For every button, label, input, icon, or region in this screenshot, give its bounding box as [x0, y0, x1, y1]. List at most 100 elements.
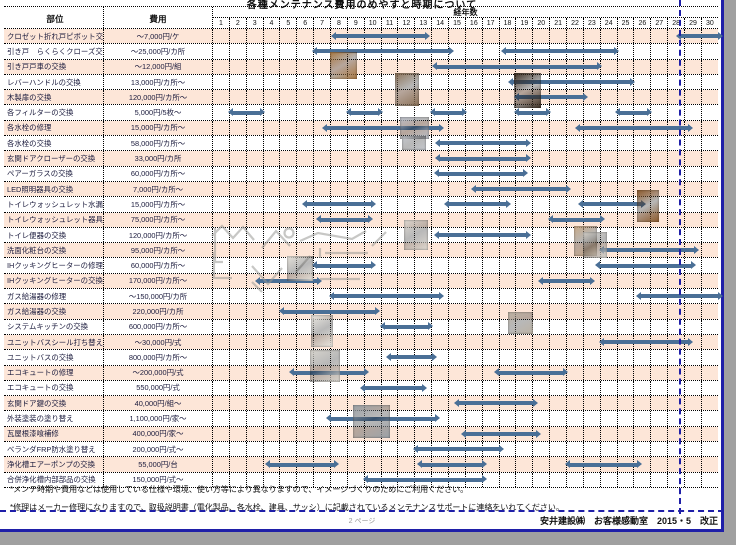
timeline-bar[interactable] — [507, 77, 636, 86]
axis-tick: 14 — [432, 18, 450, 30]
timeline-bar[interactable] — [574, 123, 693, 132]
cell-part-name: 玄関ドア鍵の交換 — [4, 396, 104, 411]
axis-tick: 7 — [314, 18, 332, 30]
cell-cost-value: 55,000円/台 — [104, 457, 213, 472]
timeline-bar[interactable] — [598, 337, 693, 346]
timeline-bar[interactable] — [435, 138, 531, 147]
table-row[interactable]: 瓦屋根漆喰補修 400,000円/家～ — [4, 426, 718, 443]
timeline-bar[interactable] — [312, 47, 454, 56]
table-body: クロゼット折れ戸ピボット交換 ～7,000円/ケ 引き戸 らくらくクローズ交換 ～25… — [4, 29, 724, 488]
timeline-bar[interactable] — [312, 261, 377, 270]
table-row[interactable]: エコキュートの交換 550,000円/式 — [4, 380, 718, 397]
timeline-bar[interactable] — [302, 200, 377, 209]
table-row[interactable]: ペアーガラスの交換 60,000円/カ所～ — [4, 166, 718, 182]
table-row[interactable]: エコキュートの修理 ～200,000円/式 — [4, 365, 718, 381]
table-row[interactable]: 引き戸戸車の交換 ～12,000円/組 — [4, 59, 718, 75]
cell-timeline — [213, 304, 718, 319]
timeline-bar[interactable] — [359, 383, 427, 392]
table-row[interactable]: 浄化槽エアーポンプの交換 55,000円/台 — [4, 457, 718, 473]
timeline-bar[interactable] — [460, 429, 541, 438]
table-row[interactable]: IHクッキングヒーターの交換 170,000円/カ所～ — [4, 273, 718, 290]
cell-part-name: 各水栓の交換 — [4, 136, 104, 151]
timeline-bar[interactable] — [278, 307, 380, 316]
timeline-bar[interactable] — [500, 47, 619, 56]
timeline-bar[interactable] — [433, 169, 528, 178]
table-row[interactable]: トイレウォッシュレット器具の交換75,000円/カ所～ — [4, 212, 718, 228]
timeline-bar[interactable] — [413, 444, 504, 453]
timeline-bar[interactable] — [322, 123, 444, 132]
cell-part-name: クロゼット折れ戸ピボット交換 — [4, 29, 104, 44]
cell-part-name: レバーハンドルの交換 — [4, 74, 104, 90]
table-row[interactable]: 玄関ドアクローザーの交換 33,000円/カ所 — [4, 151, 718, 167]
cell-part-name: 洗面化粧台の交換 — [4, 243, 104, 258]
axis-tick: 10 — [365, 18, 382, 30]
cell-part-name: システムキッチンの交換 — [4, 319, 104, 334]
table-row[interactable]: 引き戸 らくらくクローズ交換 ～25,000円/カ所 — [4, 44, 718, 60]
axis-tick: 30 — [705, 20, 714, 27]
table-row[interactable]: LED照明器具の交換 7,000円/カ所～ — [4, 181, 718, 198]
cell-part-name: IHクッキングヒーターの修理 — [4, 258, 104, 273]
timeline-bar[interactable] — [435, 154, 531, 163]
table-row[interactable]: クロゼット折れ戸ピボット交換 ～7,000円/ケ — [4, 29, 724, 45]
timeline-bar[interactable] — [228, 108, 266, 117]
cell-timeline — [213, 396, 718, 411]
cell-cost-value: ～150,000円/カ所 — [104, 289, 213, 304]
timeline-bar[interactable] — [537, 276, 596, 285]
timeline-bar[interactable] — [330, 31, 431, 40]
timeline-bar[interactable] — [379, 322, 434, 331]
timeline-bar[interactable] — [431, 62, 602, 71]
timeline-bar[interactable] — [430, 108, 468, 117]
table-row[interactable]: ベランダFRP防水塗り替え 200,000円/式～ — [4, 442, 718, 458]
timeline-bar[interactable] — [386, 353, 438, 362]
timeline-bar[interactable] — [443, 200, 512, 209]
timeline-bar[interactable] — [470, 184, 572, 193]
table-row[interactable]: ガス給湯器の交換 220,000円/カ所 — [4, 304, 718, 320]
photo-gas-heater — [311, 315, 333, 347]
axis-tick: 4 — [264, 18, 281, 30]
timeline-bar[interactable] — [433, 230, 531, 239]
table-header-row: 部位 費用 経年数 1 2 3 4 5 6 7 8 9 10 11 12 13 14 15 16 17 18 19 2… — [4, 6, 718, 30]
cell-cost-value: 1,100,000円/家～ — [104, 411, 213, 426]
table-row[interactable]: ユニットバスの交換 800,000円/カ所～ — [4, 350, 718, 366]
cell-cost-value: ～30,000円/式 — [104, 334, 213, 350]
axis-tick: 15 — [449, 18, 466, 30]
timeline-bar[interactable] — [578, 200, 646, 209]
table-row[interactable]: 各水栓の交換 58,000円/カ所～ — [4, 136, 718, 152]
table-row[interactable]: トイレウォッシュレット水漏れ修理15,000円/カ所～ — [4, 197, 718, 213]
timeline-bar[interactable] — [315, 215, 373, 224]
column-header-cost: 費用 — [104, 7, 213, 30]
timeline-bar[interactable] — [564, 460, 643, 469]
table-row[interactable]: レバーハンドルの交換 13,000円/カ所～ — [4, 74, 718, 91]
cell-cost-value: 170,000円/カ所～ — [104, 273, 213, 289]
table-row[interactable]: システムキッチンの交換 600,000円/カ所～ — [4, 319, 718, 335]
timeline-bar[interactable] — [265, 460, 340, 469]
timeline-bar[interactable] — [494, 368, 569, 377]
cell-cost-value: 150,000円/式～ — [104, 472, 213, 487]
timeline-bar[interactable] — [329, 291, 444, 300]
cell-part-name: 外装塗装の塗り替え — [4, 411, 104, 426]
table-row[interactable]: 洗面化粧台の交換 95,000円/カ所～ — [4, 243, 718, 259]
timeline-bar[interactable] — [453, 398, 538, 407]
photo-toilet — [404, 220, 428, 250]
photo-ecocute — [310, 350, 340, 382]
table-row[interactable]: 各水栓の修理 15,000円/カ所～ — [4, 120, 718, 137]
cell-part-name: 引き戸戸車の交換 — [4, 59, 104, 74]
table-row[interactable]: ユニットバスシール打ち替え ～30,000円/式 — [4, 334, 718, 351]
axis-tick: 20 — [533, 18, 551, 30]
axis-tick: 27 — [651, 18, 669, 30]
timeline-bar[interactable] — [615, 108, 653, 117]
timeline-bar[interactable] — [362, 475, 488, 484]
table-row[interactable]: ガス給湯器の修理 ～150,000円/カ所 — [4, 289, 724, 305]
timeline-bar[interactable] — [346, 108, 383, 117]
cell-part-name: トイレウォッシュレット水漏れ修理 — [4, 197, 104, 212]
timeline-bar[interactable] — [675, 31, 724, 40]
timeline-bar[interactable] — [595, 261, 696, 270]
table-row[interactable]: 木製扉の交換 120,000円/カ所～ — [4, 90, 718, 106]
table-row[interactable]: IHクッキングヒーターの修理 60,000円/カ所～ — [4, 258, 718, 274]
timeline-bar[interactable] — [416, 460, 487, 469]
photo-door-pivot — [330, 52, 357, 79]
timeline-bar[interactable] — [548, 215, 606, 224]
timeline-bar[interactable] — [514, 108, 552, 117]
table-row[interactable]: 各フィルターの交換 5,000円/5枚～ — [4, 105, 718, 121]
table-row[interactable]: トイレ便器の交換 120,000円/カ所～ — [4, 227, 718, 244]
